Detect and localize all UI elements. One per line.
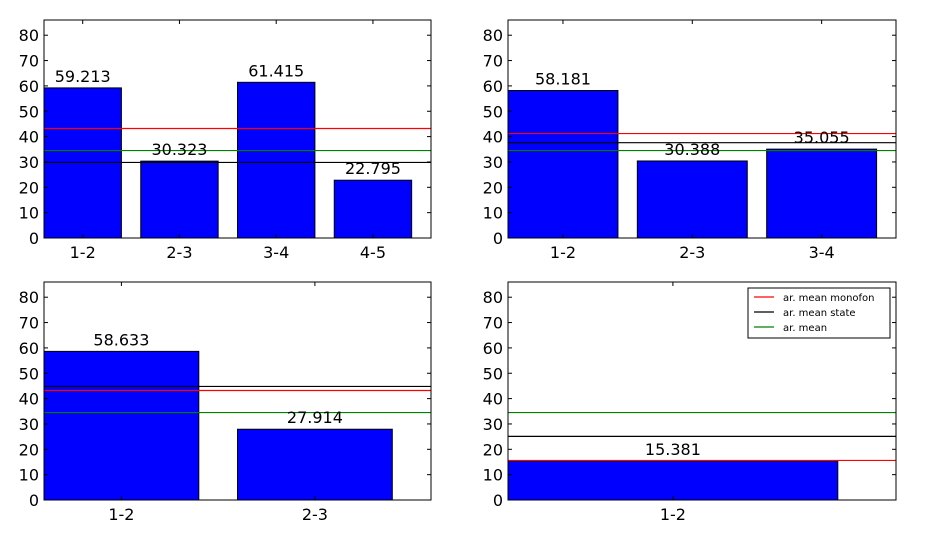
- bar-3-4: [766, 148, 878, 238]
- bar-1-2: [508, 460, 839, 500]
- plot-area: [44, 350, 431, 500]
- y-tick-label: 70: [19, 52, 39, 71]
- y-tick-label: 30: [483, 153, 503, 172]
- y-tick-label: 50: [19, 364, 39, 383]
- y-tick-label: 60: [19, 339, 39, 358]
- bar-3-4: [237, 81, 316, 238]
- y-tick-label: 80: [19, 26, 39, 45]
- plot-area: [508, 90, 896, 238]
- y-tick-label: 30: [483, 415, 503, 434]
- x-tick-label: 1-2: [550, 243, 576, 262]
- plot-area: [508, 411, 896, 500]
- axes-frame: [43, 19, 432, 239]
- bar-value-label: 58.633: [93, 330, 149, 349]
- subplot-4: 15.381 0 10 20 30 40 50 60 70 80 1-2 ar. mean monof…: [483, 281, 897, 524]
- x-tick-label: 4-5: [360, 243, 386, 262]
- axes-frame: [507, 281, 897, 501]
- legend-label: ar. mean: [783, 323, 827, 334]
- x-tick-label: 1-2: [70, 243, 96, 262]
- legend-label: ar. mean state: [783, 308, 856, 319]
- y-tick-label: 40: [19, 390, 39, 409]
- bar-1-2: [508, 90, 619, 238]
- bar-value-label: 58.181: [535, 70, 591, 89]
- y-tick-label: 20: [483, 178, 503, 197]
- x-tick-label: 1-2: [660, 505, 686, 524]
- legend-box: [747, 287, 891, 339]
- y-tick-label: 0: [493, 491, 503, 510]
- y-tick-label: 0: [493, 229, 503, 248]
- bar-value-label: 27.914: [287, 408, 343, 427]
- bar-value-label: 59.213: [55, 67, 111, 86]
- y-tick-label: 40: [19, 128, 39, 147]
- y-tick-label: 60: [483, 339, 503, 358]
- bar-1-2: [44, 350, 200, 500]
- bar-value-label: 61.415: [248, 61, 304, 80]
- y-tick-label: 80: [483, 288, 503, 307]
- y-tick-label: 10: [19, 466, 39, 485]
- x-tick-label: 2-3: [166, 243, 192, 262]
- axes-frame: [507, 19, 897, 239]
- x-tick-label: 3-4: [263, 243, 289, 262]
- y-tick-label: 20: [19, 178, 39, 197]
- bar-value-label: 30.323: [151, 140, 207, 159]
- y-tick-label: 80: [483, 26, 503, 45]
- y-tick-label: 70: [483, 52, 503, 71]
- subplot-3: 58.633 27.914 0 10 20 30 40 50 60 70 80 1-2 2-3: [19, 281, 432, 524]
- y-tick-label: 0: [29, 229, 39, 248]
- y-tick-label: 80: [19, 288, 39, 307]
- axes-frame: [43, 281, 432, 501]
- x-tick-label: 3-4: [809, 243, 835, 262]
- y-tick-label: 70: [19, 314, 39, 333]
- bar-value-label: 30.388: [664, 140, 720, 159]
- y-tick-label: 50: [483, 364, 503, 383]
- bar-2-3: [237, 428, 393, 500]
- y-tick-label: 50: [19, 102, 39, 121]
- y-tick-label: 60: [483, 77, 503, 96]
- bar-4-5: [333, 179, 413, 238]
- bar-value-label: 22.795: [345, 159, 401, 178]
- y-tick-label: 70: [483, 314, 503, 333]
- x-tick-label: 2-3: [679, 243, 705, 262]
- bar-2-3: [140, 160, 219, 238]
- x-tick-label: 2-3: [302, 505, 328, 524]
- y-tick-label: 30: [19, 153, 39, 172]
- x-tick-label: 1-2: [108, 505, 134, 524]
- y-tick-label: 40: [483, 128, 503, 147]
- plot-area: [44, 81, 431, 238]
- y-tick-label: 50: [483, 102, 503, 121]
- y-tick-label: 10: [483, 204, 503, 223]
- bar-value-label: 35.055: [794, 128, 850, 147]
- y-tick-label: 0: [29, 491, 39, 510]
- y-tick-label: 30: [19, 415, 39, 434]
- y-tick-label: 60: [19, 77, 39, 96]
- bar-value-label: 15.381: [645, 440, 701, 459]
- y-tick-label: 10: [483, 466, 503, 485]
- y-tick-label: 20: [483, 440, 503, 459]
- y-tick-label: 40: [483, 390, 503, 409]
- subplot-1: 59.213 30.323 61.415 22.795 0 10 20 30 40 50 60 70 8…: [19, 19, 432, 262]
- bar-2-3: [636, 160, 748, 238]
- legend-label: ar. mean monofon: [783, 293, 875, 304]
- subplot-2: 58.181 30.388 35.055 0 10 20 30 40 50 60 70 80 1-2 2-…: [483, 19, 897, 262]
- y-tick-label: 10: [19, 204, 39, 223]
- legend: ar. mean monofon ar. mean state ar. mean: [747, 287, 891, 339]
- y-tick-label: 20: [19, 440, 39, 459]
